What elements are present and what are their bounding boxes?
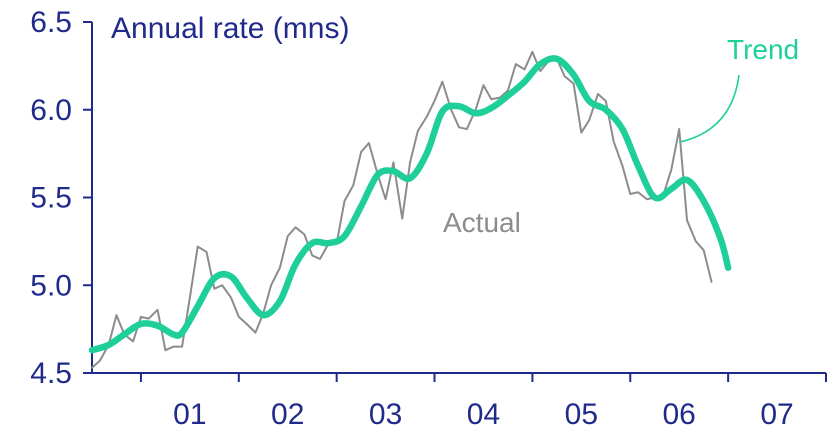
series-line-trend <box>88 55 732 354</box>
trend-callout-line <box>679 74 740 143</box>
x-tick-label: 07 <box>760 398 793 431</box>
x-tick-label: 05 <box>565 398 598 431</box>
x-tick-label: 01 <box>173 398 206 431</box>
y-tick-label: 6.5 <box>30 6 72 39</box>
y-ticks: 4.5 5.0 5.5 6.0 6.5 <box>30 6 92 390</box>
series-annotation-trend: Trend <box>727 34 799 65</box>
series-annotation-actual: Actual <box>443 207 521 238</box>
chart-title: Annual rate (mns) <box>111 12 349 45</box>
x-tick-label: 04 <box>467 398 500 431</box>
y-tick-label: 6.0 <box>30 94 72 127</box>
y-tick-label: 5.0 <box>30 269 72 302</box>
x-tick-label: 06 <box>663 398 696 431</box>
y-tick-label: 5.5 <box>30 182 72 215</box>
axes: 4.5 5.0 5.5 6.0 6.5 01 02 03 04 05 06 07 <box>30 6 827 431</box>
x-ticks: 01 02 03 04 05 06 07 <box>139 373 827 431</box>
x-tick-label: 03 <box>369 398 402 431</box>
series-layer <box>88 50 732 369</box>
x-tick-label: 02 <box>271 398 304 431</box>
y-tick-label: 4.5 <box>30 357 72 390</box>
series-line-actual <box>91 50 713 369</box>
